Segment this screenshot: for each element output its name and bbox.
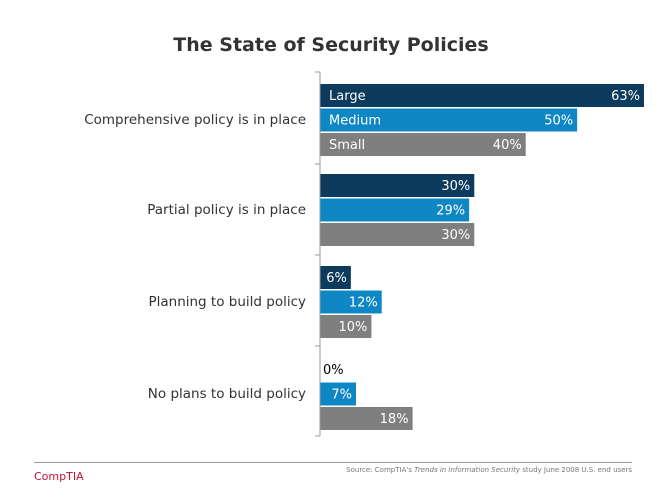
value-label: 63%: [611, 89, 640, 104]
footer-divider: [34, 462, 632, 463]
category-label: Comprehensive policy is in place: [84, 112, 306, 128]
bar-medium: [320, 290, 382, 314]
value-label: 10%: [339, 320, 368, 335]
chart-title: The State of Security Policies: [173, 34, 488, 56]
bar-large: [320, 174, 475, 197]
value-label: 50%: [544, 114, 573, 129]
bar-medium: [320, 108, 578, 132]
legend-entry: Small: [329, 138, 365, 153]
bar-small: [320, 315, 372, 338]
category-label: Planning to build policy: [148, 294, 306, 310]
value-label: 29%: [436, 204, 465, 219]
y-axis: [315, 71, 321, 437]
category-label: No plans to build policy: [148, 386, 306, 402]
legend-entry: Medium: [329, 114, 381, 129]
labels-layer: Comprehensive policy is in place 63% Large…: [84, 89, 640, 427]
value-label: 12%: [349, 296, 378, 311]
bar-large: [320, 84, 644, 107]
bar-medium: [320, 382, 356, 406]
bar-small: [320, 223, 475, 246]
value-label: 30%: [441, 228, 470, 243]
legend-entry: Large: [329, 89, 366, 104]
value-label: 40%: [493, 138, 522, 153]
bar-small: [320, 133, 526, 156]
bar-medium: [320, 198, 470, 222]
value-label: 30%: [441, 179, 470, 194]
category-label: Partial policy is in place: [147, 202, 306, 218]
bar-large: [320, 266, 351, 289]
bars-layer: [320, 84, 644, 430]
source-note: Source: CompTIA's Trends in Information …: [346, 466, 632, 474]
bar-small: [320, 407, 413, 430]
value-label: 7%: [331, 388, 352, 403]
value-label: 18%: [380, 412, 409, 427]
comptia-logo: CompTIA: [34, 470, 84, 483]
value-label: 6%: [326, 271, 347, 286]
value-label: 0%: [323, 363, 344, 378]
